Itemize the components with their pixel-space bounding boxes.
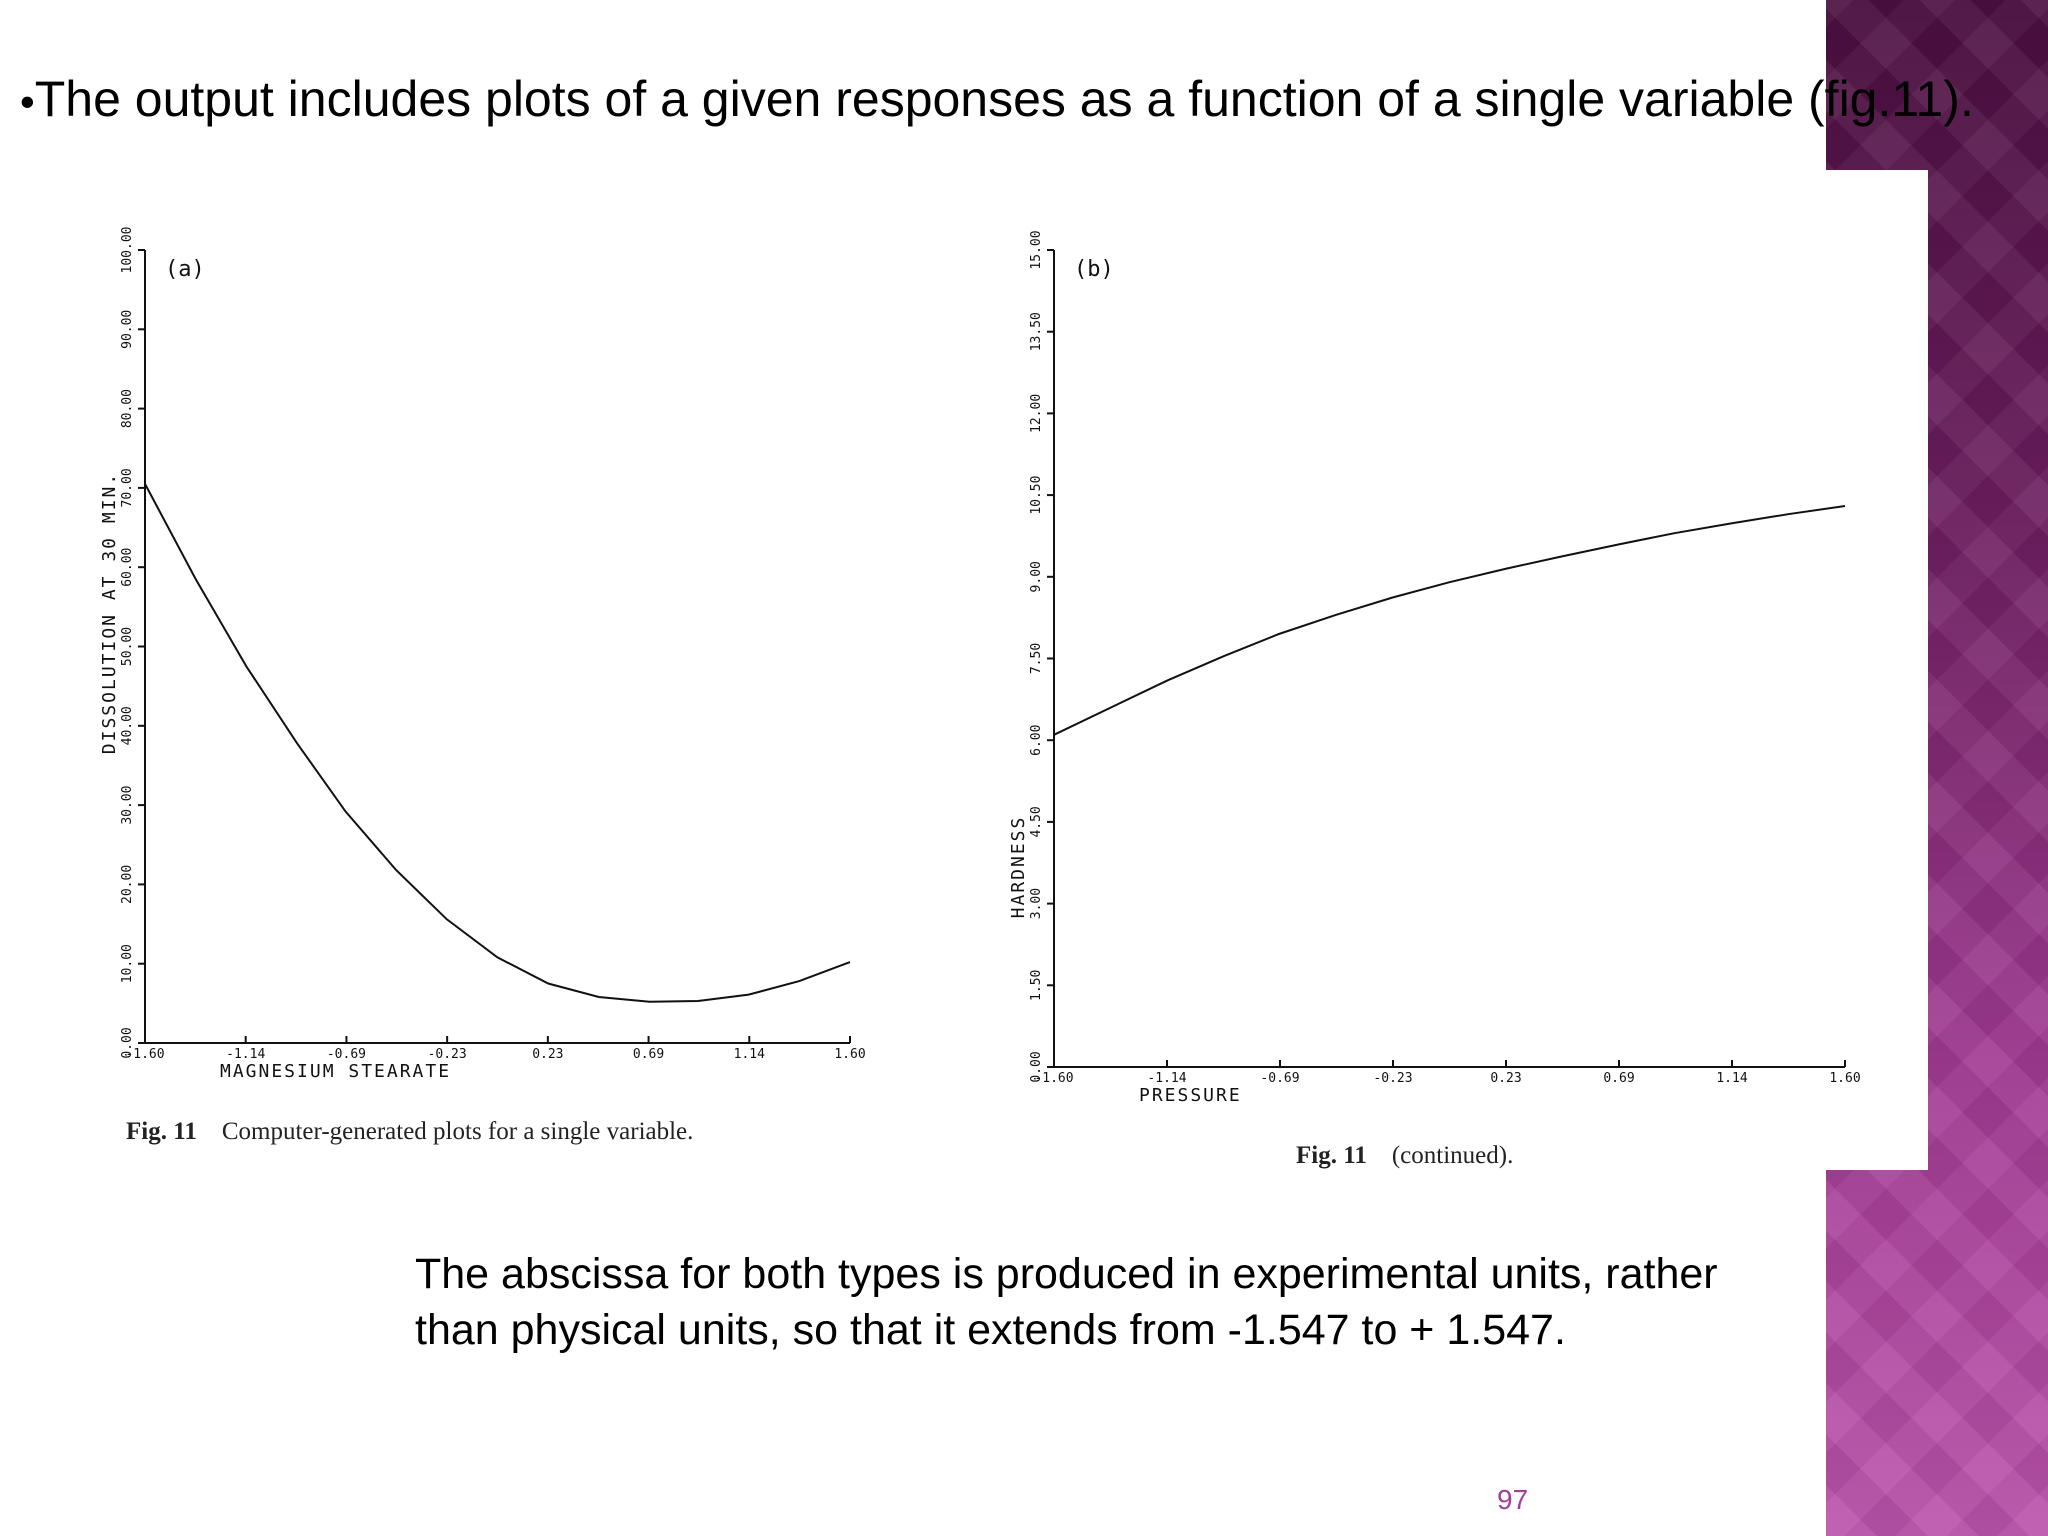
figure-panel: [0, 170, 1928, 1170]
chart-a-y-tick-label: 60.00: [120, 548, 135, 587]
chart-b-x-tick-label: -0.69: [1260, 1071, 1299, 1086]
headline: •The output includes plots of a given re…: [20, 70, 1974, 128]
chart-a-x-tick-label: -1.60: [125, 1047, 164, 1062]
bullet-icon: •: [20, 78, 35, 125]
chart-a-x-tick-label: -0.69: [327, 1047, 366, 1062]
chart-a-y-tick-label: 30.00: [120, 786, 135, 825]
chart-a-y-tick-label: 50.00: [120, 627, 135, 666]
chart-b-y-tick-label: 4.50: [1029, 806, 1044, 837]
chart-b-x-tick-label: 0.23: [1490, 1071, 1521, 1086]
chart-a-y-tick-label: 40.00: [120, 706, 135, 745]
chart-a-y-tick-label: 20.00: [120, 865, 135, 904]
chart-a-y-tick-label: 80.00: [120, 389, 135, 428]
chart-a-y-tick-label: 70.00: [120, 468, 135, 507]
chart-a-x-tick-label: 1.14: [734, 1047, 765, 1062]
chart-b-y-tick-label: 7.50: [1029, 643, 1044, 674]
note-line-1: The abscissa for both types is produced …: [415, 1250, 1718, 1298]
chart-b-y-tick-label: 9.00: [1029, 561, 1044, 592]
chart-a-series-line: [144, 483, 851, 1003]
chart-b-y-tick-label: 6.00: [1029, 725, 1044, 756]
chart-b-y-tick-label: 12.00: [1029, 394, 1044, 433]
caption-b-label: Fig. 11: [1296, 1142, 1367, 1169]
caption-a-text: Computer-generated plots for a single va…: [221, 1118, 694, 1145]
chart-a: -1.60 -1.14 -0.69 -0.23 0.23 0.69 1.14 1.60 0.00…: [99, 227, 866, 1082]
chart-a-x-tick-label: -0.23: [428, 1047, 467, 1062]
chart-a-y-tick-label: 0.00: [120, 1027, 135, 1058]
caption-a: Fig. 11 Computer-generated plots for a s…: [126, 1118, 693, 1146]
chart-b-y-tick-label: 1.50: [1029, 970, 1044, 1001]
chart-a-x-tick-label: -1.14: [226, 1047, 265, 1062]
caption-b-text: (continued).: [1391, 1142, 1514, 1169]
chart-b-x-tick-label: 1.60: [1829, 1071, 1860, 1086]
chart-b-x-tick-label: 1.14: [1716, 1071, 1747, 1086]
chart-b-x-tick-label: -0.23: [1373, 1071, 1412, 1086]
chart-a-x-tick-label: 0.23: [532, 1047, 563, 1062]
chart-a-panel-label: (a): [165, 257, 205, 282]
page-number: 97: [1497, 1484, 1529, 1515]
note-line-2: than physical units, so that it extends …: [415, 1306, 1566, 1354]
chart-a-x-axis-label: MAGNESIUM STEARATE: [220, 1061, 451, 1082]
chart-a-y-tick-label: 10.00: [120, 944, 135, 983]
note: The abscissa for both types is produced …: [415, 1246, 1815, 1358]
chart-b-y-tick-label: 0.00: [1029, 1051, 1044, 1082]
chart-a-x-tick-label: 0.69: [633, 1047, 664, 1062]
chart-b-y-tick-label: 10.50: [1029, 476, 1044, 515]
chart-b-y-tick-label: 3.00: [1029, 888, 1044, 919]
chart-a-y-tick-label: 90.00: [120, 310, 135, 349]
charts-svg: -1.60 -1.14 -0.69 -0.23 0.23 0.69 1.14 1.60 0.00…: [99, 227, 1861, 1106]
chart-a-y-axis-label: DISSOLUTION AT 30 MIN.: [99, 472, 120, 754]
chart-b-x-tick-label: -1.60: [1034, 1071, 1073, 1086]
chart-b-x-axis-label: PRESSURE: [1139, 1085, 1242, 1106]
caption-a-label: Fig. 11: [126, 1118, 197, 1145]
headline-text: The output includes plots of a given res…: [34, 71, 1974, 127]
chart-b-x-tick-label: -1.14: [1147, 1071, 1186, 1086]
chart-b-series-line: [1053, 505, 1846, 736]
chart-a-x-tick-label: 1.60: [834, 1047, 865, 1062]
chart-b: -1.60 -1.14 -0.69 -0.23 0.23 0.69 1.14 1.60 0.00…: [1008, 230, 1861, 1106]
chart-b-y-tick-label: 13.50: [1029, 312, 1044, 351]
chart-b-y-tick-label: 15.00: [1029, 230, 1044, 269]
chart-b-x-tick-label: 0.69: [1603, 1071, 1634, 1086]
chart-b-panel-label: (b): [1074, 257, 1114, 282]
caption-b: Fig. 11 (continued).: [1296, 1142, 1513, 1170]
chart-a-y-tick-label: 100.00: [120, 227, 135, 274]
chart-b-y-axis-label: HARDNESS: [1008, 816, 1029, 919]
